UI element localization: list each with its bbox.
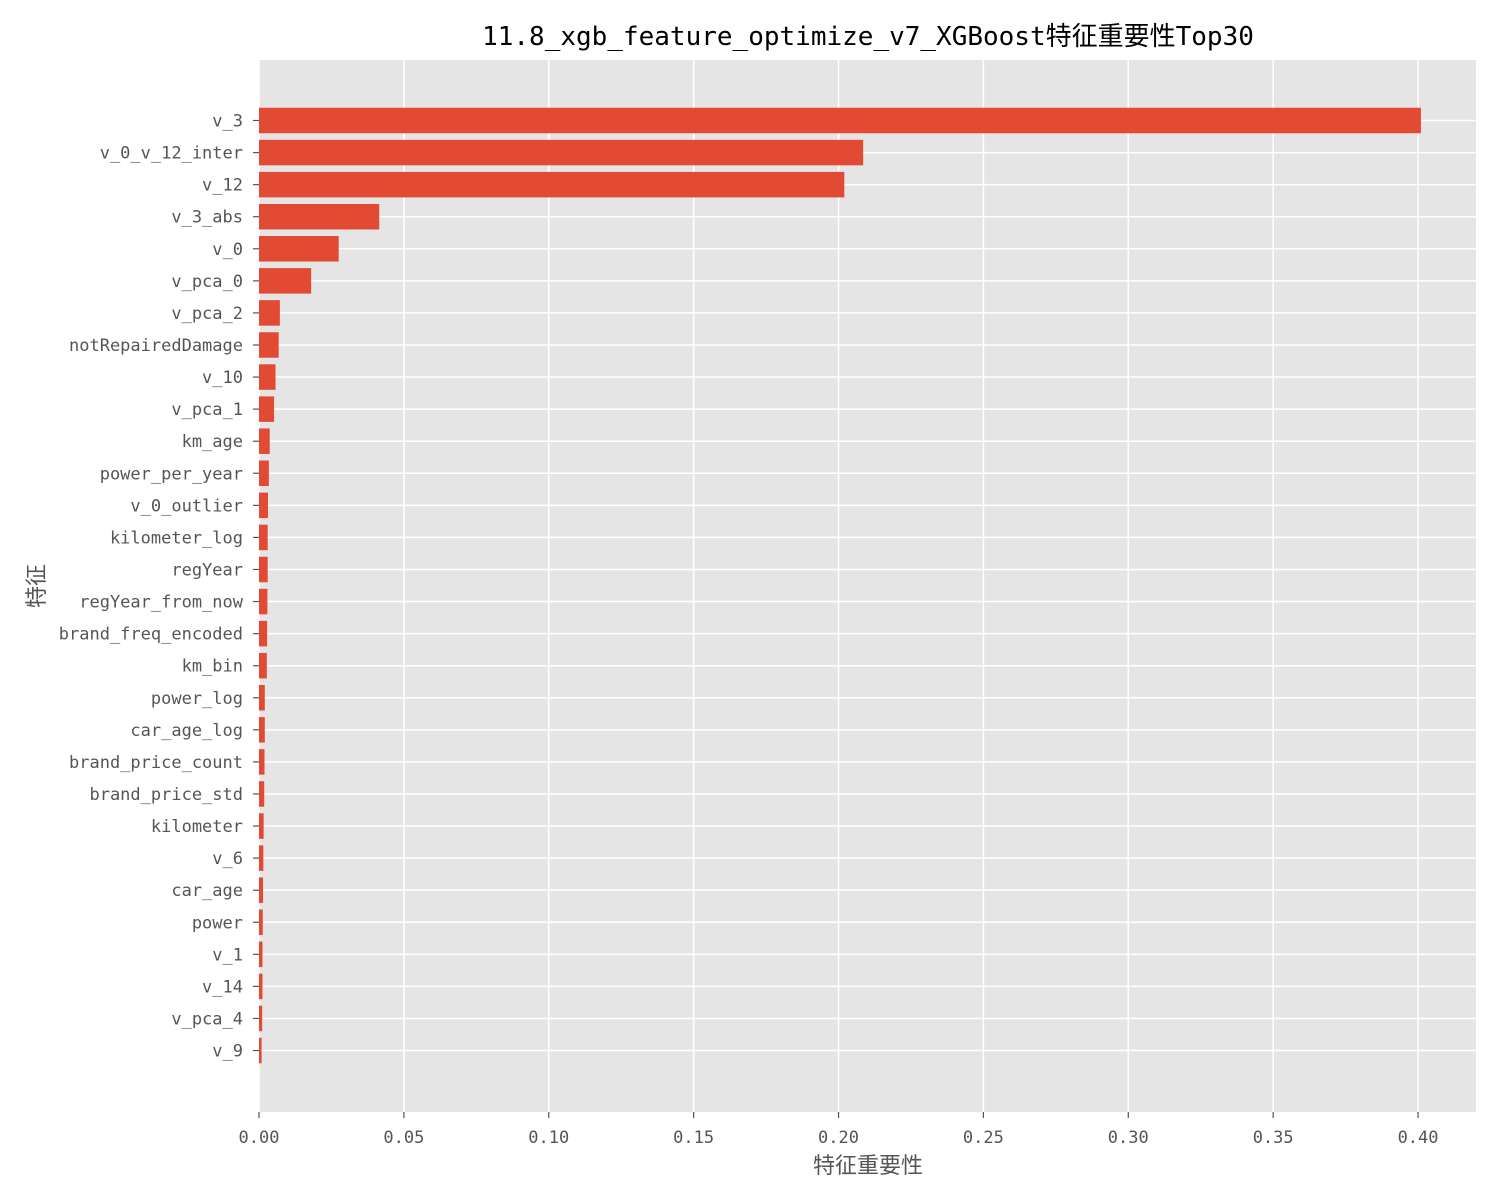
y-tick-label: v_0_v_12_inter: [100, 144, 243, 164]
bar-notRepairedDamage: [259, 332, 279, 358]
bar-car_age_log: [259, 717, 265, 743]
bar-v_14: [259, 973, 263, 1000]
y-tick-label: v_6: [212, 849, 243, 869]
x-tick-label: 0.00: [239, 1128, 280, 1148]
bar-v_3_abs: [259, 203, 380, 230]
y-axis-label: 特征: [25, 564, 50, 608]
bar-v_pca_4: [259, 1005, 263, 1032]
bar-kilometer: [259, 813, 264, 839]
x-tick-label: 0.35: [1253, 1128, 1294, 1148]
y-tick-label: kilometer: [151, 817, 243, 837]
y-tick-label: km_age: [182, 432, 243, 452]
bar-v_pca_2: [259, 300, 280, 326]
bar-km_age: [259, 428, 270, 454]
bar-v_12: [259, 171, 845, 198]
chart-title: 11.8_xgb_feature_optimize_v7_XGBoost特征重要…: [482, 22, 1254, 52]
bar-v_10: [259, 364, 276, 390]
bar-v_pca_1: [259, 396, 275, 422]
x-tick-label: 0.25: [963, 1128, 1004, 1148]
y-tick-label: v_pca_1: [171, 400, 243, 420]
y-tick-label: notRepairedDamage: [69, 336, 243, 356]
x-tick-label: 0.20: [818, 1128, 859, 1148]
y-tick-label: km_bin: [182, 657, 243, 677]
y-tick-label: brand_price_std: [89, 785, 243, 805]
bar-v_0_outlier: [259, 492, 268, 519]
bar-car_age: [259, 877, 264, 903]
bar-v_0_v_12_inter: [259, 139, 864, 166]
bar-v_3: [259, 107, 1421, 134]
x-tick-label: 0.15: [673, 1128, 714, 1148]
y-tick-label: power_log: [151, 689, 243, 709]
y-tick-label: kilometer_log: [110, 528, 243, 548]
bar-v_pca_0: [259, 268, 312, 294]
bar-v_1: [259, 941, 263, 968]
y-tick-label: v_10: [202, 368, 243, 388]
bar-power: [259, 909, 263, 935]
y-tick-label: power_per_year: [100, 464, 243, 484]
x-tick-label: 0.10: [528, 1128, 569, 1148]
y-tick-label: v_14: [202, 977, 243, 997]
y-tick-label: v_9: [212, 1042, 243, 1062]
bar-kilometer_log: [259, 524, 268, 551]
bar-v_9: [259, 1037, 262, 1064]
y-tick-label: v_pca_2: [171, 304, 243, 324]
y-tick-label: v_3_abs: [171, 208, 243, 228]
x-tick-label: 0.40: [1398, 1128, 1439, 1148]
y-axis-ticks: v_3 v_0_v_12_inter v_12 v_3_abs v_0 v_pca_0 v_…: [59, 112, 259, 1062]
y-tick-label: car_age_log: [130, 721, 243, 741]
y-tick-label: regYear: [171, 560, 243, 580]
y-tick-label: v_3: [212, 112, 243, 132]
y-tick-label: v_pca_0: [171, 272, 243, 292]
y-tick-label: brand_freq_encoded: [59, 625, 243, 645]
bar-v_6: [259, 845, 264, 871]
x-tick-label: 0.05: [383, 1128, 424, 1148]
x-tick-label: 0.30: [1108, 1128, 1149, 1148]
bar-v_0: [259, 236, 339, 262]
bar-power_log: [259, 685, 265, 711]
y-tick-label: v_1: [212, 945, 243, 965]
bar-brand_price_count: [259, 749, 265, 775]
bar-power_per_year: [259, 460, 269, 487]
x-axis-ticks: 0.00 0.05 0.10 0.15 0.20 0.25 0.30 0.35 0.40: [239, 1112, 1439, 1148]
y-tick-label: brand_price_count: [69, 753, 243, 773]
y-tick-label: v_0: [212, 240, 243, 260]
y-tick-label: power: [192, 913, 243, 933]
bars: [259, 107, 1421, 1064]
y-tick-label: v_pca_4: [171, 1009, 243, 1029]
bar-km_bin: [259, 652, 267, 679]
y-tick-label: regYear_from_now: [79, 593, 244, 613]
y-tick-label: car_age: [171, 881, 243, 901]
y-tick-label: v_0_outlier: [130, 496, 243, 516]
bar-brand_price_std: [259, 781, 265, 807]
y-tick-label: v_12: [202, 176, 243, 196]
bar-regYear_from_now: [259, 588, 268, 615]
bar-brand_freq_encoded: [259, 620, 268, 647]
x-axis-label: 特征重要性: [813, 1154, 923, 1179]
bar-regYear: [259, 556, 268, 583]
